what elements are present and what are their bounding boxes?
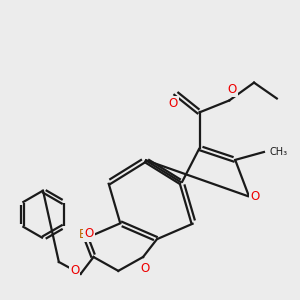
Text: O: O xyxy=(228,83,237,96)
Text: Br: Br xyxy=(79,228,92,241)
Text: O: O xyxy=(169,97,178,110)
Text: O: O xyxy=(70,264,79,278)
Text: O: O xyxy=(250,190,260,203)
Text: CH₃: CH₃ xyxy=(269,147,287,157)
Text: O: O xyxy=(84,227,94,240)
Text: O: O xyxy=(140,262,149,275)
